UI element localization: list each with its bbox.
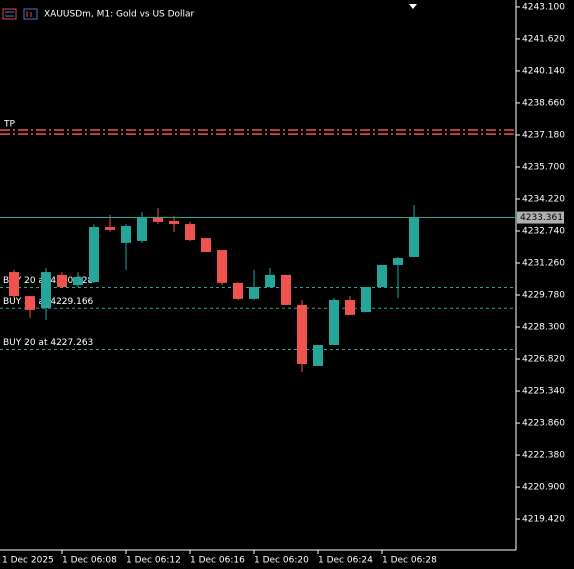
- candle-body: [25, 296, 35, 310]
- candle-body: [281, 274, 291, 305]
- candle-body: [233, 282, 243, 299]
- y-tick-label: 4231.260: [522, 258, 565, 268]
- candle-body: [41, 272, 51, 308]
- x-tick-label: 1 Dec 06:20: [254, 556, 309, 566]
- candle-body: [169, 221, 179, 225]
- y-tick-label: 4235.700: [522, 162, 565, 172]
- candle-body: [89, 227, 99, 283]
- y-tick-label: 4237.180: [522, 130, 565, 140]
- x-tick-label: 1 Dec 06:28: [382, 556, 437, 566]
- candle-body: [393, 258, 403, 265]
- y-tick-label: 4240.140: [522, 66, 565, 76]
- candle-body: [73, 277, 83, 286]
- candle-body: [217, 250, 227, 283]
- y-tick-label: 4226.820: [522, 355, 565, 365]
- y-tick-label: 4238.660: [522, 98, 565, 108]
- y-tick-label: 4228.300: [522, 323, 565, 333]
- y-tick-label: 4232.740: [522, 226, 565, 236]
- candle-body: [409, 217, 419, 257]
- chart-title: XAUUSDm, M1: Gold vs US Dollar: [44, 10, 195, 20]
- candle-body: [9, 272, 19, 297]
- candle-body: [201, 238, 211, 252]
- x-tick-label: 1 Dec 06:24: [318, 556, 373, 566]
- tp-label: TP: [3, 119, 15, 129]
- y-tick-label: 4243.100: [522, 2, 565, 12]
- candle-body: [361, 287, 371, 313]
- x-tick-label: 1 Dec 06:16: [190, 556, 245, 566]
- y-tick-label: 4222.380: [522, 451, 565, 461]
- order-label: BUY 20 at 4227.263: [3, 338, 93, 348]
- candle-body: [345, 299, 355, 315]
- candle-body: [137, 218, 147, 241]
- y-tick-label: 4225.340: [522, 387, 565, 397]
- y-tick-label: 4219.420: [522, 515, 565, 525]
- last-price-box: [517, 211, 564, 224]
- candle-body: [265, 274, 275, 288]
- icon: [2, 8, 17, 20]
- candle-body: [329, 299, 339, 345]
- candle-body: [105, 227, 115, 230]
- candle-body: [57, 274, 67, 288]
- candle-body: [377, 264, 387, 288]
- icon: [23, 8, 38, 20]
- y-tick-label: 4220.900: [522, 483, 565, 493]
- y-tick-label: 4223.860: [522, 419, 565, 429]
- candle-body: [297, 304, 307, 364]
- date-label: 1 Dec 2025: [2, 556, 54, 566]
- y-tick-label: 4241.620: [522, 34, 565, 44]
- candle-body: [121, 226, 131, 243]
- y-tick-label: 4234.220: [522, 194, 565, 204]
- last-price-label: 4233.361: [520, 213, 563, 223]
- candle-body: [153, 216, 163, 222]
- candle-body: [185, 224, 195, 241]
- y-tick-label: 4229.780: [522, 291, 565, 301]
- candle-body: [249, 287, 259, 299]
- x-tick-label: 1 Dec 06:12: [126, 556, 181, 566]
- symbol-icons: [2, 8, 38, 20]
- shift-marker: [409, 4, 417, 9]
- candle-body: [313, 344, 323, 366]
- x-tick-label: 1 Dec 06:08: [62, 556, 117, 566]
